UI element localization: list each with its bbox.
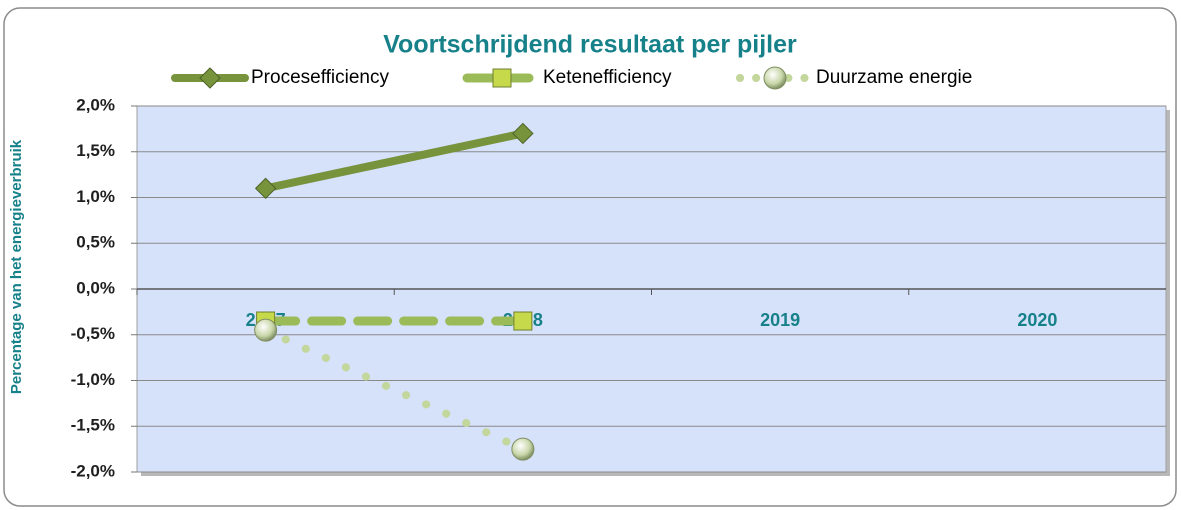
legend-marker (763, 66, 787, 90)
y-tick-label: 1,0% (76, 187, 115, 206)
marker (511, 437, 535, 461)
series-line (261, 129, 527, 193)
x-tick-label: 2020 (1017, 310, 1057, 330)
series-line (261, 326, 527, 454)
marker (254, 177, 277, 200)
y-tick-label: 2,0% (76, 95, 115, 114)
y-tick-label: -0,5% (71, 324, 115, 343)
legend-marker (492, 68, 512, 88)
y-tick-label: -1,5% (71, 416, 115, 435)
legend-label: Duurzame energie (816, 67, 972, 88)
y-tick-label: -2,0% (71, 461, 115, 480)
legend-label: Ketenefficiency (543, 67, 672, 88)
x-tick-label: 2019 (760, 310, 800, 330)
chart-title: Voortschrijdend resultaat per pijler (383, 31, 797, 59)
legend-label: Procesefficiency (251, 67, 389, 88)
y-axis-label: Percentage van het energieverbruik (8, 139, 25, 394)
y-tick-label: -1,0% (71, 370, 115, 389)
marker (254, 318, 278, 342)
marker (512, 122, 534, 145)
y-tick-label: 0,0% (76, 278, 115, 297)
marker (513, 311, 533, 331)
y-tick-label: 1,5% (76, 141, 115, 160)
y-tick-label: 0,5% (76, 233, 115, 252)
legend-marker (199, 67, 221, 89)
